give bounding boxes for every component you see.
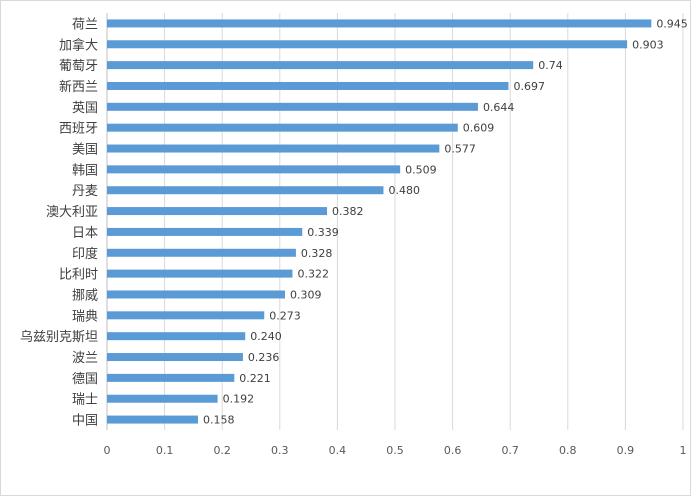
- category-label: 丹麦: [72, 184, 98, 199]
- data-label: 0.236: [248, 351, 280, 364]
- category-label: 中国: [72, 414, 98, 429]
- bar: [107, 353, 243, 362]
- data-label: 0.509: [405, 163, 437, 176]
- x-tick-label: 0.1: [156, 444, 174, 457]
- bar: [107, 227, 303, 236]
- category-label: 美国: [72, 143, 98, 158]
- x-tick-label: 1: [680, 444, 687, 457]
- x-tick-label: 0.5: [386, 444, 404, 457]
- category-label: 瑞士: [72, 393, 98, 408]
- data-label: 0.328: [301, 247, 333, 260]
- category-label: 日本: [72, 226, 98, 241]
- bar: [107, 248, 296, 257]
- category-labels: 荷兰加拿大葡萄牙新西兰英国西班牙美国韩国丹麦澳大利亚日本印度比利时挪威瑞典乌兹别…: [20, 17, 98, 428]
- data-label: 0.382: [332, 205, 364, 218]
- bar: [107, 102, 478, 111]
- category-label: 挪威: [72, 288, 98, 303]
- data-label: 0.644: [483, 101, 514, 114]
- data-label: 0.577: [444, 143, 476, 156]
- category-label: 波兰: [72, 351, 98, 366]
- category-label: 德国: [72, 372, 98, 387]
- data-label: 0.609: [463, 122, 495, 135]
- category-label: 乌兹别克斯坦: [20, 329, 98, 345]
- data-label: 0.339: [307, 226, 339, 239]
- data-label: 0.221: [239, 372, 271, 385]
- bar: [107, 186, 384, 195]
- data-label: 0.322: [297, 268, 329, 281]
- data-label: 0.945: [656, 17, 688, 30]
- x-tick-label: 0.8: [559, 444, 577, 457]
- x-tick-label: 0.9: [617, 444, 635, 457]
- value-labels: 0.945 0.903 0.74 0.697 0.644 0.609 0.577 0.509 0…: [203, 17, 688, 426]
- x-tick-label: 0.4: [329, 444, 347, 457]
- bar: [107, 207, 328, 216]
- data-label: 0.158: [203, 414, 235, 427]
- bar: [107, 269, 293, 278]
- bar: [107, 311, 265, 320]
- bar: [107, 144, 440, 153]
- data-label: 0.273: [269, 309, 301, 322]
- x-tick-label: 0.7: [501, 444, 519, 457]
- bar: [107, 290, 285, 299]
- x-tick-labels: 0 0.1 0.2 0.3 0.4 0.5 0.6 0.7 0.8 0.9 1: [104, 444, 687, 457]
- x-tick-label: 0: [104, 444, 111, 457]
- bar: [107, 415, 199, 424]
- category-label: 印度: [72, 246, 98, 262]
- data-label: 0.480: [388, 184, 420, 197]
- data-label: 0.240: [250, 330, 281, 343]
- data-label: 0.697: [513, 80, 545, 93]
- bar: [107, 81, 509, 90]
- category-label: 韩国: [72, 163, 98, 178]
- bar: [107, 40, 628, 49]
- data-label: 0.309: [290, 288, 322, 301]
- bar: [107, 165, 401, 174]
- category-label: 西班牙: [59, 122, 98, 137]
- bar: [107, 373, 235, 382]
- category-label: 英国: [72, 101, 98, 116]
- bar: [107, 19, 652, 28]
- x-tick-label: 0.2: [213, 444, 231, 457]
- x-tick-label: 0.3: [271, 444, 289, 457]
- category-label: 葡萄牙: [59, 59, 98, 74]
- bar: [107, 61, 534, 70]
- bar: [107, 123, 458, 132]
- bar: [107, 332, 246, 341]
- category-label: 瑞典: [72, 309, 98, 324]
- category-label: 荷兰: [72, 17, 98, 32]
- x-tick-label: 0.6: [444, 444, 462, 457]
- bars: [107, 19, 652, 424]
- data-label: 0.903: [632, 38, 664, 51]
- gridlines: [164, 13, 684, 430]
- bar: [107, 394, 218, 403]
- data-label: 0.74: [538, 59, 563, 72]
- category-label: 比利时: [59, 268, 98, 283]
- category-label: 澳大利亚: [46, 204, 98, 220]
- category-label: 加拿大: [59, 37, 98, 53]
- data-label: 0.192: [223, 393, 255, 406]
- category-label: 新西兰: [59, 79, 98, 95]
